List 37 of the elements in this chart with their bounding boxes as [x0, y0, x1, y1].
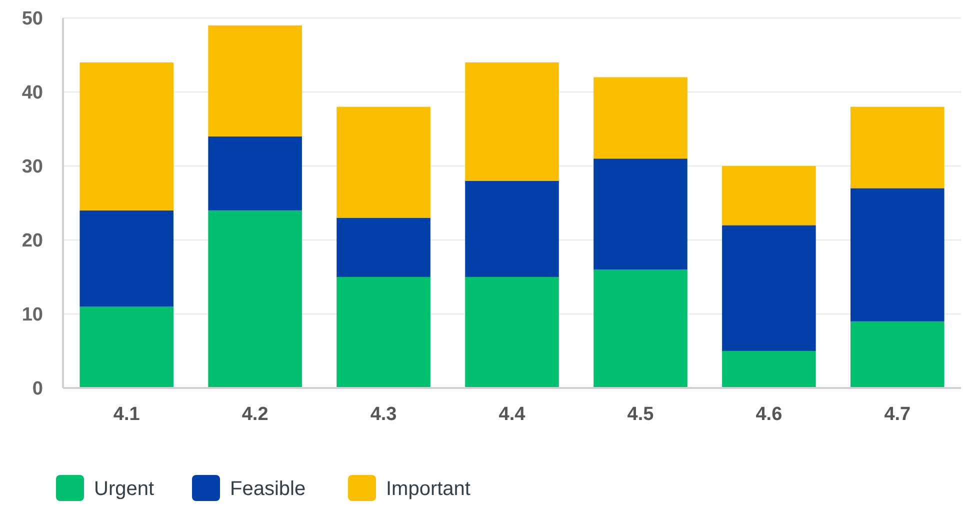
bar	[336, 218, 430, 277]
bar	[465, 180, 559, 277]
bar	[594, 77, 688, 159]
bar	[594, 270, 688, 388]
bar	[80, 306, 174, 388]
x-tick-label: 4.3	[370, 404, 397, 425]
bar	[722, 166, 816, 226]
bar	[594, 158, 688, 270]
bar	[80, 210, 174, 307]
x-tick-label: 4.4	[498, 404, 526, 425]
x-tick-label: 4.7	[884, 404, 911, 425]
bar	[722, 351, 816, 388]
bar	[850, 188, 944, 322]
bar	[208, 210, 302, 388]
y-tick-label: 40	[22, 82, 43, 104]
bar	[208, 136, 302, 210]
y-tick-label: 10	[22, 304, 43, 326]
bar	[850, 321, 944, 388]
bar	[465, 62, 559, 181]
bar	[336, 106, 430, 218]
legend-label: Urgent	[94, 478, 154, 500]
y-tick-label: 20	[22, 230, 43, 252]
y-tick-label: 0	[32, 378, 43, 400]
y-tick-label: 30	[22, 156, 43, 178]
bar	[336, 277, 430, 388]
x-tick-label: 4.6	[756, 404, 782, 425]
bar	[208, 25, 302, 136]
y-tick-label: 50	[22, 8, 43, 30]
bar	[722, 225, 816, 351]
bar	[465, 277, 559, 388]
x-tick-label: 4.1	[113, 404, 140, 425]
x-tick-label: 4.2	[242, 404, 268, 425]
x-tick-label: 4.5	[627, 404, 654, 425]
legend-label: Important	[386, 478, 471, 500]
bar	[80, 62, 174, 210]
legend-label: Feasible	[230, 478, 306, 500]
bar	[850, 106, 944, 188]
